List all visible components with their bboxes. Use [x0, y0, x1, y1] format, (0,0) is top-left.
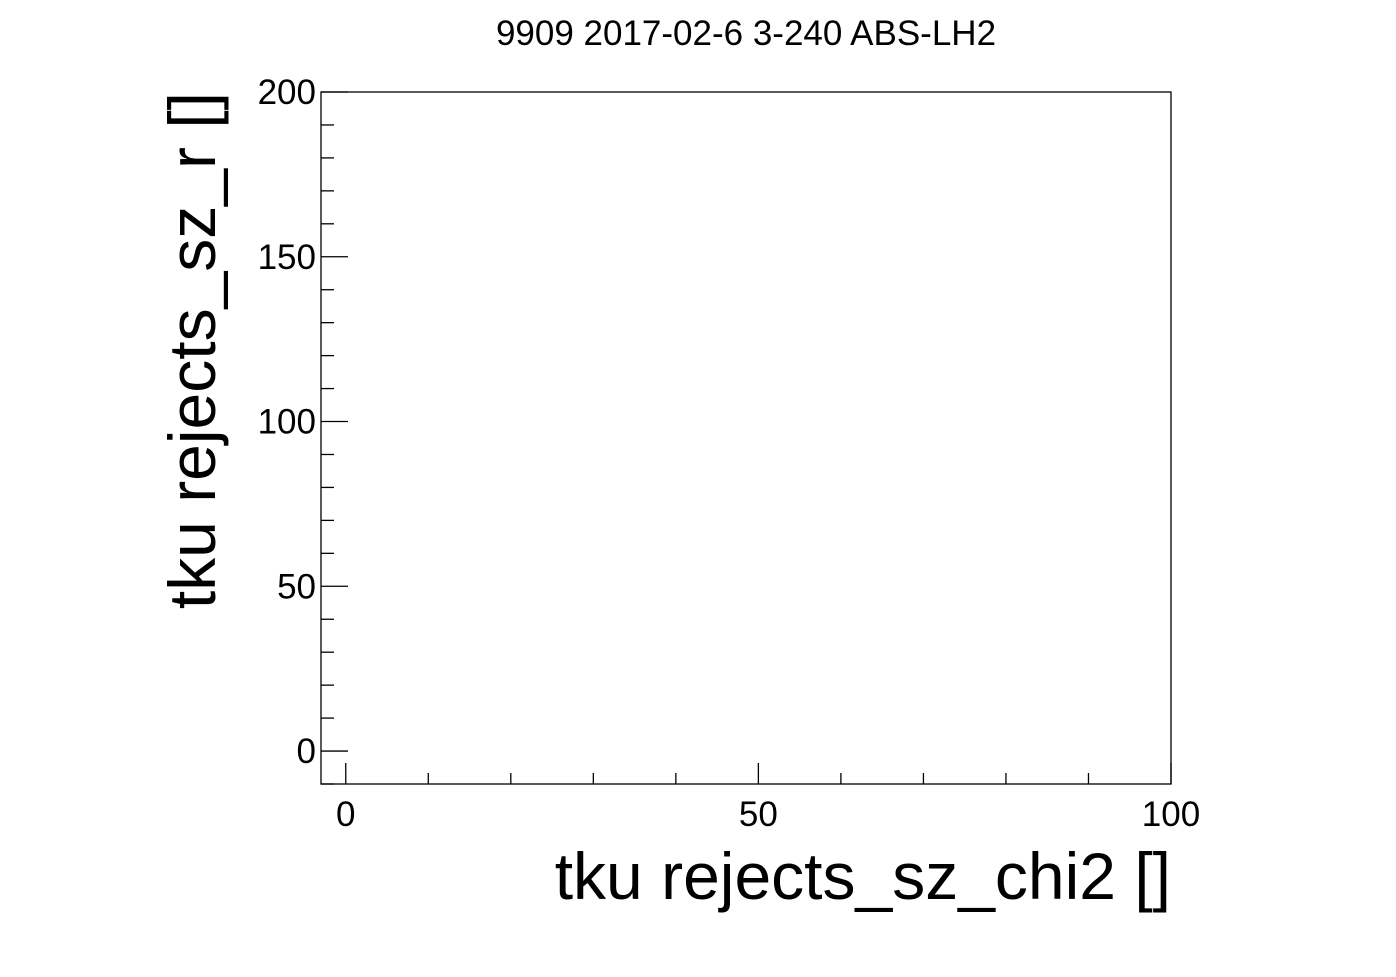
y-tick-label: 100 [258, 403, 316, 442]
y-tick-label: 0 [297, 732, 316, 771]
y-tick-label: 150 [258, 238, 316, 277]
x-tick-label: 100 [1142, 795, 1200, 834]
x-tick-label: 50 [739, 795, 778, 834]
y-tick-label: 200 [258, 73, 316, 112]
y-axis-title: tku rejects_sz_r [] [155, 92, 229, 609]
plot-frame [320, 91, 1172, 785]
chart-title: 9909 2017-02-6 3-240 ABS-LH2 [496, 14, 996, 53]
x-tick-label: 0 [336, 795, 355, 834]
y-tick-label: 50 [277, 567, 316, 606]
y-axis-ticks: 0 50 100 150 200 [258, 73, 348, 785]
x-axis-title: tku rejects_sz_chi2 [] [555, 839, 1171, 913]
x-axis-ticks: 0 50 100 [336, 763, 1200, 834]
